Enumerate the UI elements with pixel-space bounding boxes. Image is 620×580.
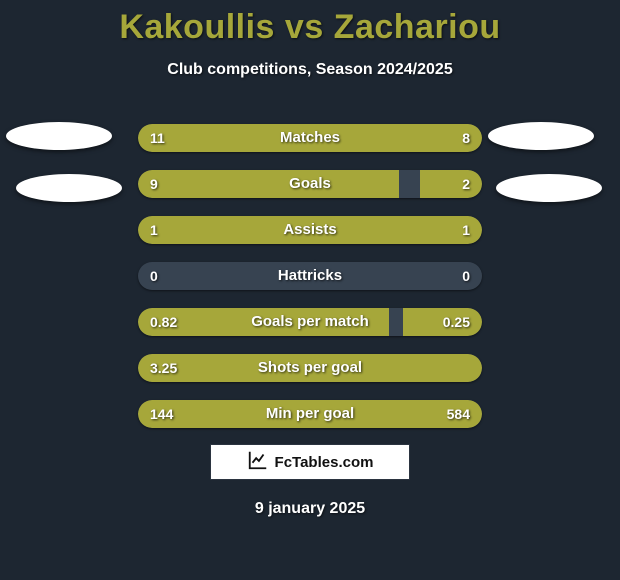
stat-value-right: 584 — [447, 400, 470, 428]
stat-row: 0.82Goals per match0.25 — [138, 308, 482, 336]
right-player-oval — [496, 174, 602, 202]
date-text: 9 january 2025 — [0, 500, 620, 518]
stat-label: Hattricks — [138, 262, 482, 290]
page-subtitle: Club competitions, Season 2024/2025 — [0, 61, 620, 79]
stat-row: 1Assists1 — [138, 216, 482, 244]
source-badge-text: FcTables.com — [275, 454, 374, 471]
stat-value-right: 2 — [462, 170, 470, 198]
stat-value-right: 1 — [462, 216, 470, 244]
stat-label: Min per goal — [138, 400, 482, 428]
stat-value-right: 0 — [462, 262, 470, 290]
stat-value-right: 8 — [462, 124, 470, 152]
page-title: Kakoullis vs Zachariou — [0, 0, 620, 47]
stat-row: 11Matches8 — [138, 124, 482, 152]
stat-label: Matches — [138, 124, 482, 152]
source-badge: FcTables.com — [210, 444, 410, 480]
stat-label: Assists — [138, 216, 482, 244]
right-player-oval — [488, 122, 594, 150]
stat-label: Goals per match — [138, 308, 482, 336]
stat-row: 144Min per goal584 — [138, 400, 482, 428]
chart-icon — [247, 449, 269, 476]
stat-value-right: 0.25 — [443, 308, 470, 336]
stat-row: 3.25Shots per goal — [138, 354, 482, 382]
stat-row: 9Goals2 — [138, 170, 482, 198]
left-player-oval — [16, 174, 122, 202]
stat-label: Goals — [138, 170, 482, 198]
stat-label: Shots per goal — [138, 354, 482, 382]
left-player-oval — [6, 122, 112, 150]
stat-row: 0Hattricks0 — [138, 262, 482, 290]
stat-rows-container: 11Matches8 9Goals2 1Assists1 0Hattricks0 0.8… — [138, 124, 482, 446]
